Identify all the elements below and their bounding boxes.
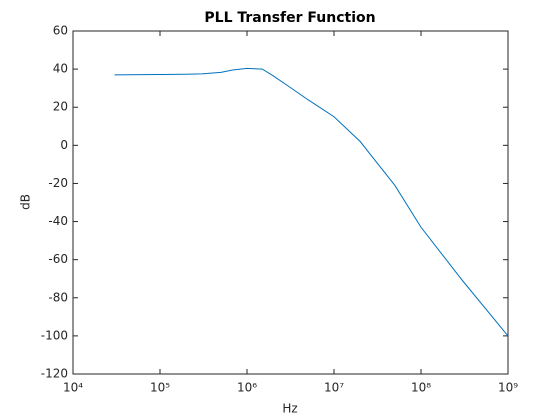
y-axis-label: dB xyxy=(19,194,33,210)
data-line xyxy=(114,67,509,337)
y-tick-label: -120 xyxy=(41,367,68,381)
x-tick-label: 10⁵ xyxy=(150,381,170,395)
plot-box xyxy=(72,30,509,375)
x-axis-label: Hz xyxy=(282,402,297,416)
chart-title: PLL Transfer Function xyxy=(204,10,375,26)
x-tick-label: 10⁶ xyxy=(237,381,257,395)
x-tick-label: 10⁹ xyxy=(498,381,518,395)
y-tick-label: 60 xyxy=(53,24,68,38)
y-tick-label: 40 xyxy=(53,62,68,76)
x-tick-label: 10⁸ xyxy=(411,381,431,395)
y-tick-label: -100 xyxy=(41,328,68,342)
y-tick-label: 0 xyxy=(60,138,68,152)
y-tick-label: -80 xyxy=(48,290,68,304)
y-tick-label: -40 xyxy=(48,214,68,228)
x-tick-label: 10⁴ xyxy=(63,381,83,395)
y-tick-label: 20 xyxy=(53,100,68,114)
y-tick-label: -20 xyxy=(48,176,68,190)
y-tick-label: -60 xyxy=(48,252,68,266)
x-tick-label: 10⁷ xyxy=(324,381,344,395)
